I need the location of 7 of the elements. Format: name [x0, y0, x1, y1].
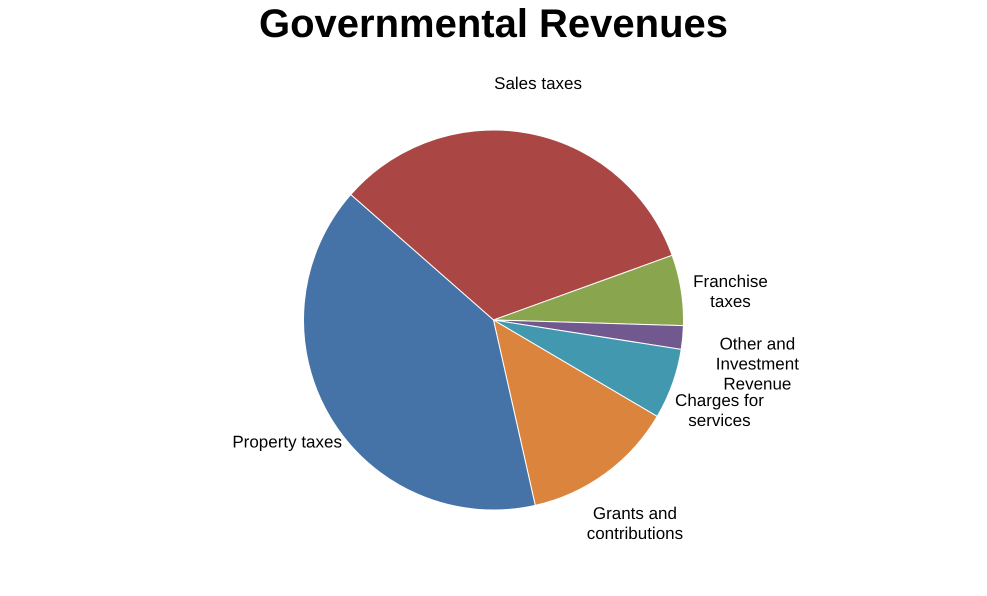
slice-label: Other and Investment Revenue	[716, 334, 800, 394]
chart-title: Governmental Revenues	[258, 2, 728, 46]
slice-label: Charges for services	[675, 390, 764, 430]
slice-label: Property taxes	[232, 432, 342, 452]
slice-label: Franchise taxes	[693, 272, 768, 312]
slice-label: Grants and contributions	[586, 504, 684, 543]
slice-label: Sales taxes	[494, 74, 582, 94]
